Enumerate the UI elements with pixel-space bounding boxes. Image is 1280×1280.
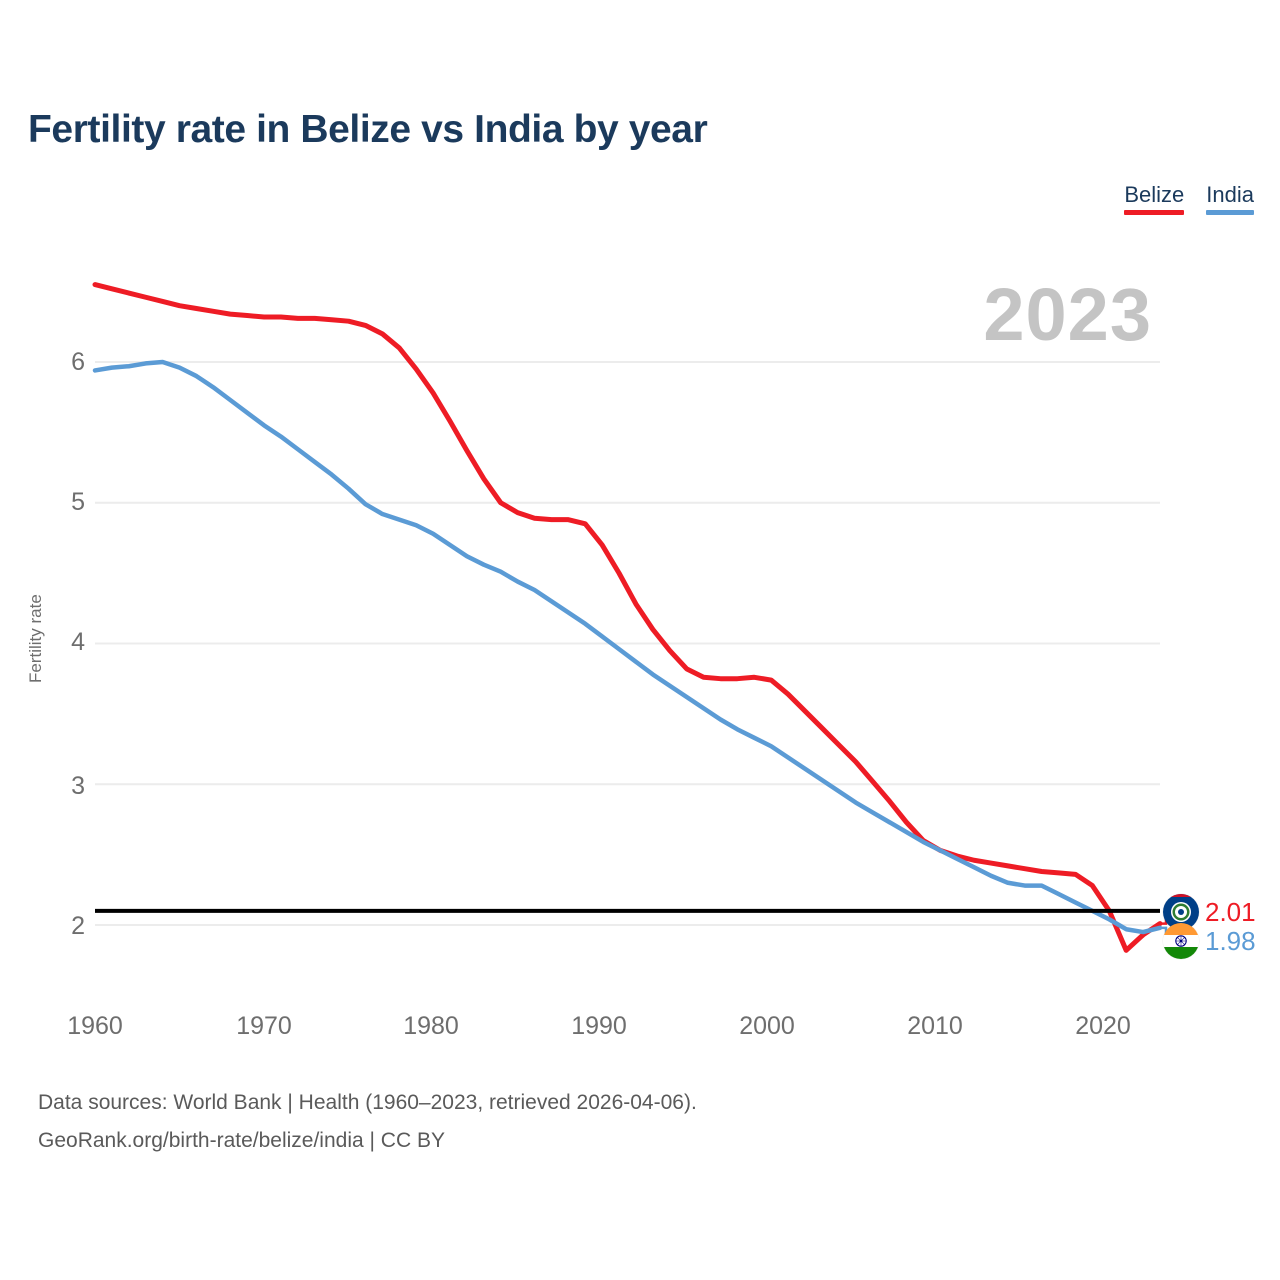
year-watermark: 2023 — [983, 273, 1152, 356]
endpoint-value-belize: 2.01 — [1205, 896, 1256, 927]
legend-label-india: India — [1206, 182, 1254, 207]
legend-swatch-belize — [1124, 210, 1185, 215]
footer-line-data-sources: Data sources: World Bank | Health (1960–… — [38, 1091, 697, 1114]
endpoint-value-india: 1.98 — [1205, 925, 1256, 956]
x-tick-1960: 1960 — [67, 1012, 123, 1040]
india-flag-icon — [1163, 923, 1199, 959]
footer-attribution: Data sources: World Bank | Health (1960–… — [38, 1084, 697, 1160]
legend-item-india[interactable]: India — [1206, 182, 1254, 215]
x-tick-2010: 2010 — [907, 1012, 963, 1040]
legend-label-belize: Belize — [1124, 182, 1185, 207]
y-tick-3: 3 — [71, 772, 85, 800]
endpoint-india[interactable]: 1.98 — [1163, 923, 1256, 959]
gridlines — [95, 361, 1160, 926]
y-tick-2: 2 — [71, 912, 85, 940]
footer-line-url: GeoRank.org/birth-rate/belize/india | CC… — [38, 1129, 445, 1152]
x-tick-2020: 2020 — [1075, 1012, 1131, 1040]
series-line-india — [92, 359, 1163, 935]
x-tick-1970: 1970 — [236, 1012, 292, 1040]
y-tick-4: 4 — [71, 628, 85, 656]
page-title: Fertility rate in Belize vs India by yea… — [28, 108, 708, 151]
x-tick-2000: 2000 — [739, 1012, 795, 1040]
x-tick-1990: 1990 — [571, 1012, 627, 1040]
legend-swatch-india — [1206, 210, 1254, 215]
series-line-belize — [92, 282, 1163, 953]
series-lines — [92, 282, 1163, 953]
x-tick-1980: 1980 — [403, 1012, 459, 1040]
y-tick-6: 6 — [71, 348, 85, 376]
chart-legend: Belize India — [1124, 182, 1254, 215]
legend-item-belize[interactable]: Belize — [1124, 182, 1185, 215]
y-tick-5: 5 — [71, 488, 85, 516]
